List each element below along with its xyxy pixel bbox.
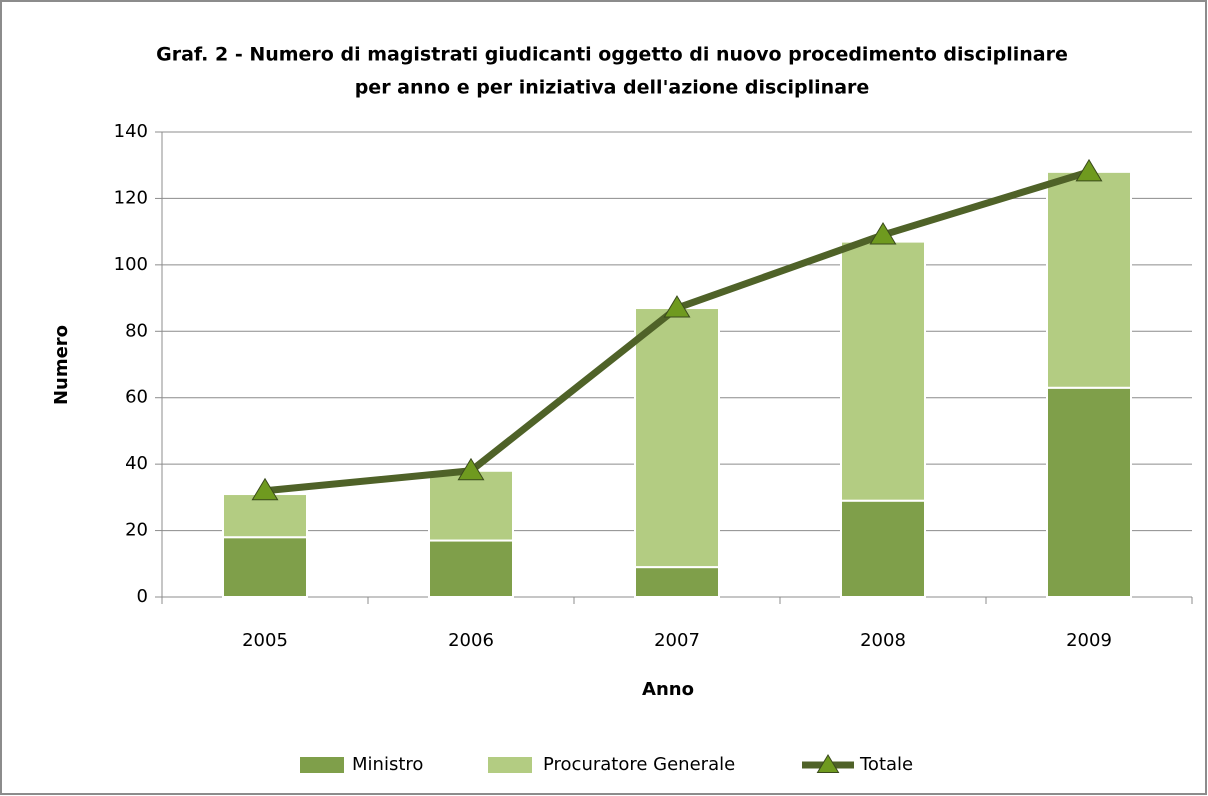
chart-title: per anno e per iniziativa dell'azione di… [355, 77, 870, 99]
y-tick-label: 100 [114, 254, 148, 275]
x-tick-label: 2006 [448, 630, 494, 651]
y-tick-label: 80 [125, 320, 148, 341]
bar [634, 566, 720, 598]
x-tick-label: 2005 [242, 630, 288, 651]
bar [222, 536, 308, 599]
bar [634, 307, 720, 569]
x-tick-label: 2008 [860, 630, 906, 651]
legend-swatch [816, 754, 840, 773]
bar [222, 493, 308, 539]
bar [840, 240, 926, 502]
chart-title: Graf. 2 - Numero di magistrati giudicant… [156, 44, 1068, 66]
x-tick-label: 2007 [654, 630, 700, 651]
legend-label: Procuratore Generale [543, 754, 735, 775]
marker [457, 457, 485, 481]
y-tick-label: 120 [114, 187, 148, 208]
y-axis-title: Numero [51, 325, 72, 405]
legend-label: Ministro [352, 754, 423, 775]
marker [663, 295, 691, 318]
y-tick-label: 140 [114, 121, 148, 142]
y-tick-label: 20 [125, 520, 148, 541]
marker [869, 221, 897, 245]
y-tick-label: 0 [137, 586, 148, 607]
x-tick-label: 2009 [1066, 630, 1112, 651]
bar [428, 539, 514, 598]
bar [1046, 170, 1132, 389]
y-tick-label: 40 [125, 453, 148, 474]
y-tick-label: 60 [125, 387, 148, 408]
legend-swatch [488, 757, 532, 773]
x-axis-title: Anno [642, 679, 694, 700]
marker [1075, 158, 1103, 182]
legend-label: Totale [859, 754, 913, 775]
marker [251, 477, 279, 501]
legend-swatch [300, 757, 344, 773]
bar [840, 499, 926, 598]
bar [1046, 386, 1132, 598]
bar [428, 469, 514, 542]
